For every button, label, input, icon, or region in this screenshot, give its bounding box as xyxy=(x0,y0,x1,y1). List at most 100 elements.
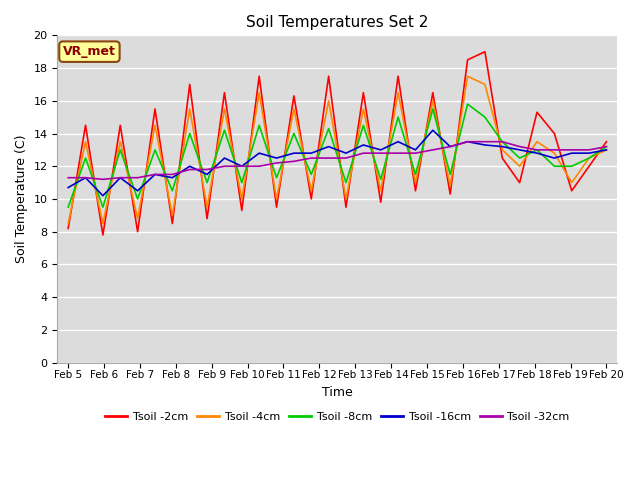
Tsoil -16cm xyxy=(99,193,107,199)
Tsoil -4cm xyxy=(603,147,611,153)
Tsoil -4cm xyxy=(394,90,402,96)
Tsoil -4cm xyxy=(585,155,593,161)
Tsoil -16cm xyxy=(429,127,436,133)
Tsoil -16cm xyxy=(550,155,558,161)
Tsoil -16cm xyxy=(134,188,141,193)
Tsoil -2cm xyxy=(360,90,367,96)
Tsoil -4cm xyxy=(82,139,90,144)
Tsoil -16cm xyxy=(568,150,575,156)
Tsoil -16cm xyxy=(168,175,176,180)
Tsoil -32cm xyxy=(324,155,332,161)
Tsoil -8cm xyxy=(65,204,72,210)
Tsoil -16cm xyxy=(65,185,72,191)
Tsoil -2cm xyxy=(65,226,72,231)
Tsoil -2cm xyxy=(394,73,402,79)
Tsoil -4cm xyxy=(481,82,489,87)
Tsoil -16cm xyxy=(307,150,315,156)
Tsoil -16cm xyxy=(273,155,280,161)
Tsoil -8cm xyxy=(134,196,141,202)
Tsoil -2cm xyxy=(116,122,124,128)
Tsoil -8cm xyxy=(412,171,419,177)
Tsoil -4cm xyxy=(412,180,419,185)
Tsoil -16cm xyxy=(533,150,541,156)
Tsoil -8cm xyxy=(99,204,107,210)
Tsoil -2cm xyxy=(134,229,141,235)
Tsoil -32cm xyxy=(464,139,472,144)
Tsoil -8cm xyxy=(238,180,246,185)
Tsoil -8cm xyxy=(151,147,159,153)
Tsoil -4cm xyxy=(464,73,472,79)
Tsoil -4cm xyxy=(151,122,159,128)
Tsoil -32cm xyxy=(481,139,489,144)
Tsoil -4cm xyxy=(221,106,228,112)
Tsoil -16cm xyxy=(238,163,246,169)
Y-axis label: Soil Temperature (C): Soil Temperature (C) xyxy=(15,135,28,263)
Tsoil -2cm xyxy=(273,204,280,210)
Tsoil -8cm xyxy=(82,155,90,161)
Tsoil -8cm xyxy=(255,122,263,128)
Tsoil -2cm xyxy=(99,232,107,238)
Tsoil -32cm xyxy=(204,167,211,172)
Tsoil -2cm xyxy=(290,93,298,99)
Tsoil -8cm xyxy=(221,127,228,133)
Tsoil -32cm xyxy=(516,144,524,149)
Tsoil -4cm xyxy=(116,139,124,144)
Tsoil -2cm xyxy=(464,57,472,63)
Tsoil -16cm xyxy=(394,139,402,144)
Tsoil -16cm xyxy=(221,155,228,161)
Tsoil -32cm xyxy=(394,150,402,156)
Tsoil -32cm xyxy=(134,175,141,180)
Tsoil -32cm xyxy=(499,139,506,144)
Tsoil -4cm xyxy=(186,106,193,112)
Tsoil -32cm xyxy=(533,147,541,153)
Tsoil -2cm xyxy=(568,188,575,193)
Tsoil -2cm xyxy=(221,90,228,96)
Tsoil -2cm xyxy=(151,106,159,112)
Tsoil -4cm xyxy=(516,163,524,169)
Tsoil -8cm xyxy=(394,114,402,120)
Tsoil -4cm xyxy=(533,139,541,144)
Line: Tsoil -32cm: Tsoil -32cm xyxy=(68,142,607,180)
Tsoil -4cm xyxy=(168,213,176,218)
Tsoil -8cm xyxy=(273,175,280,180)
Tsoil -2cm xyxy=(307,196,315,202)
Tsoil -2cm xyxy=(255,73,263,79)
Tsoil -2cm xyxy=(516,180,524,185)
Line: Tsoil -4cm: Tsoil -4cm xyxy=(68,76,607,224)
Tsoil -2cm xyxy=(238,207,246,213)
Tsoil -8cm xyxy=(446,171,454,177)
Tsoil -32cm xyxy=(238,163,246,169)
Tsoil -2cm xyxy=(585,163,593,169)
Tsoil -2cm xyxy=(499,155,506,161)
Tsoil -4cm xyxy=(204,204,211,210)
Tsoil -4cm xyxy=(65,221,72,227)
Tsoil -4cm xyxy=(446,183,454,189)
Tsoil -32cm xyxy=(186,167,193,172)
Tsoil -4cm xyxy=(429,98,436,104)
Tsoil -16cm xyxy=(204,171,211,177)
X-axis label: Time: Time xyxy=(322,386,353,399)
Tsoil -2cm xyxy=(550,131,558,136)
Tsoil -4cm xyxy=(99,221,107,227)
Tsoil -4cm xyxy=(377,188,385,193)
Tsoil -32cm xyxy=(342,155,350,161)
Tsoil -8cm xyxy=(377,177,385,182)
Tsoil -4cm xyxy=(273,196,280,202)
Tsoil -4cm xyxy=(307,188,315,193)
Tsoil -32cm xyxy=(116,175,124,180)
Tsoil -4cm xyxy=(342,196,350,202)
Tsoil -2cm xyxy=(204,216,211,221)
Tsoil -8cm xyxy=(342,180,350,185)
Tsoil -8cm xyxy=(324,126,332,132)
Tsoil -16cm xyxy=(342,150,350,156)
Tsoil -16cm xyxy=(481,142,489,148)
Tsoil -32cm xyxy=(377,150,385,156)
Tsoil -16cm xyxy=(464,139,472,144)
Tsoil -4cm xyxy=(568,180,575,185)
Tsoil -4cm xyxy=(238,196,246,202)
Tsoil -32cm xyxy=(168,171,176,177)
Tsoil -2cm xyxy=(603,139,611,144)
Tsoil -32cm xyxy=(568,147,575,153)
Tsoil -16cm xyxy=(186,163,193,169)
Tsoil -16cm xyxy=(516,147,524,153)
